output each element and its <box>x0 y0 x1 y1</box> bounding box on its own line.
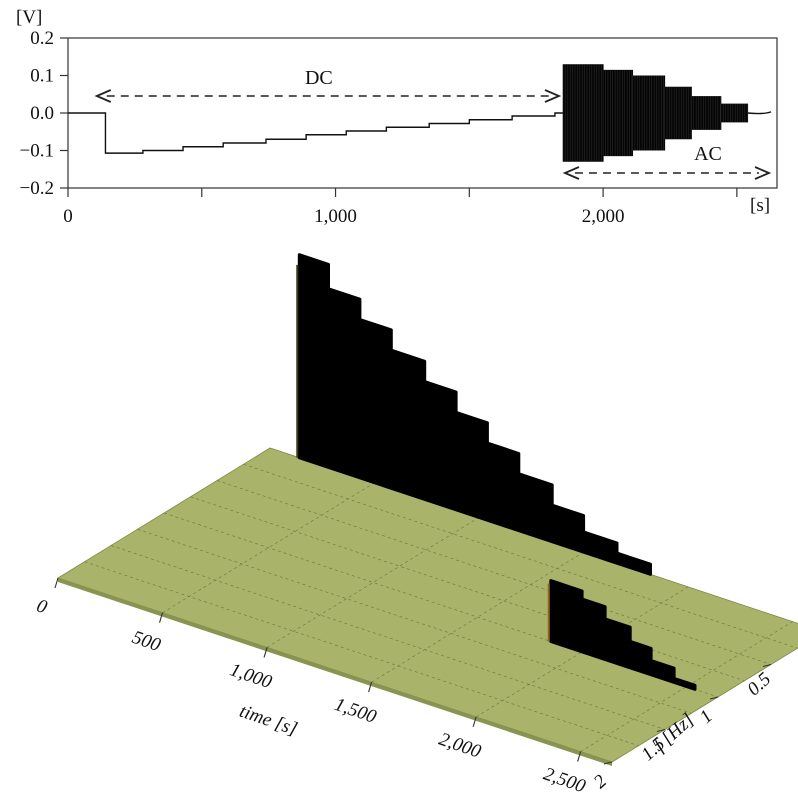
ac-tail-line <box>747 111 772 115</box>
frequency-tick <box>709 696 719 700</box>
ac-arrow-left-head <box>562 166 580 180</box>
ac-oscillation-segment <box>632 75 666 151</box>
time-tick-label: 0 <box>34 595 50 618</box>
dc-arrow-left-head <box>94 89 112 103</box>
time-tick <box>263 647 268 658</box>
ac-oscillation-texture <box>691 96 721 130</box>
time-tick <box>577 751 582 762</box>
ac-oscillation-texture <box>562 64 602 162</box>
frequency-tick-label: 2 <box>590 771 611 793</box>
ac-oscillation-texture <box>720 103 748 123</box>
time-tick-label: 1,500 <box>332 694 380 728</box>
time-axis-title: time [s] <box>237 701 300 740</box>
ac-oscillation-segment <box>691 96 722 130</box>
dc-arrow-right-head <box>544 89 562 103</box>
surface-side <box>58 578 612 766</box>
time-tick <box>472 716 477 728</box>
y-tick-label: 0.1 <box>30 66 54 87</box>
ac-oscillation-segment <box>603 69 634 157</box>
dc-signal-line <box>68 112 563 154</box>
spectral-peak-1 <box>549 579 697 691</box>
grid-line-frequency <box>137 528 692 714</box>
spectral-peaks <box>296 253 697 691</box>
y-tick-label: 0.2 <box>30 28 54 49</box>
voltage-signal <box>68 64 772 162</box>
spectral-peak-0 <box>297 253 652 576</box>
frequency-tick <box>603 761 613 765</box>
frequency-tick-label: 1 <box>696 706 717 728</box>
time-tick <box>159 612 164 623</box>
time-tick <box>368 681 373 693</box>
ac-arrow-right-head <box>754 166 772 180</box>
time-tick-label: 2,500 <box>541 763 589 797</box>
frequency-tick <box>656 728 666 733</box>
y-tick-label: −0.1 <box>20 141 54 162</box>
ac-oscillation-segment <box>664 86 692 140</box>
phase-annotations: DC AC <box>94 67 772 180</box>
voltage-plot: [V] [s] 0.2 0.1 0.0 −0.1 −0.2 0 1,000 2,000 DC… <box>16 7 778 227</box>
ac-oscillation-segment <box>720 103 749 123</box>
time-tick-label: 1,000 <box>227 659 275 693</box>
ac-oscillation-segment <box>562 64 604 162</box>
y-tick-label: −0.2 <box>20 178 54 199</box>
ac-oscillation-texture <box>664 86 692 140</box>
time-tick-label: 2,000 <box>436 729 484 763</box>
y-axis: 0.2 0.1 0.0 −0.1 −0.2 <box>20 28 68 199</box>
x-axis: 0 1,000 2,000 <box>63 188 738 227</box>
grid-line-frequency <box>84 561 639 747</box>
time-tick <box>54 577 59 589</box>
ac-oscillation-texture <box>602 69 633 157</box>
y-tick-label: 0.0 <box>30 103 54 124</box>
grid-line-frequency <box>216 480 772 665</box>
x-tick-label: 2,000 <box>582 206 625 227</box>
ac-annotation: AC <box>694 143 722 165</box>
time-tick-label: 500 <box>129 627 163 656</box>
ac-oscillation-texture <box>632 75 665 151</box>
dc-annotation: DC <box>305 67 333 89</box>
x-tick-label: 0 <box>63 206 73 227</box>
x-tick-label: 1,000 <box>314 206 357 227</box>
grid-line-frequency <box>243 463 798 649</box>
x-unit-label: [s] <box>750 195 770 216</box>
grid-line-frequency <box>110 545 666 730</box>
y-unit-label: [V] <box>16 7 42 28</box>
frequency-tick <box>762 663 772 668</box>
